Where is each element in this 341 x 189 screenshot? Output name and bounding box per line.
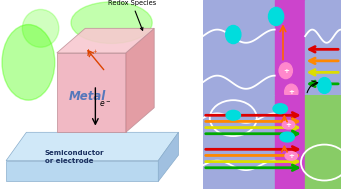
Polygon shape xyxy=(6,161,158,181)
Polygon shape xyxy=(57,53,126,132)
Bar xyxy=(275,94,305,189)
Text: Metal NP: Metal NP xyxy=(256,168,287,174)
Text: +: + xyxy=(288,153,294,159)
Text: Metal: Metal xyxy=(69,90,106,103)
Text: Redox Species: Redox Species xyxy=(108,0,156,30)
Circle shape xyxy=(285,84,298,100)
Circle shape xyxy=(279,63,292,79)
Bar xyxy=(305,94,341,189)
Polygon shape xyxy=(158,132,179,181)
Bar xyxy=(275,0,305,164)
Circle shape xyxy=(226,26,241,44)
Circle shape xyxy=(226,110,240,120)
Circle shape xyxy=(285,152,297,160)
Text: +: + xyxy=(285,122,292,128)
Ellipse shape xyxy=(22,9,59,47)
Text: $e^-$: $e^-$ xyxy=(100,99,112,109)
Polygon shape xyxy=(126,28,154,132)
Text: Semiconductor
or electrode: Semiconductor or electrode xyxy=(45,150,104,164)
Circle shape xyxy=(280,132,294,142)
Text: +: + xyxy=(283,68,289,74)
Circle shape xyxy=(282,121,295,129)
Circle shape xyxy=(268,7,284,26)
Text: +: + xyxy=(288,89,294,95)
Ellipse shape xyxy=(71,2,152,43)
Polygon shape xyxy=(57,28,154,53)
Bar xyxy=(305,0,341,164)
Ellipse shape xyxy=(2,25,55,100)
Circle shape xyxy=(318,78,331,93)
Bar xyxy=(203,0,275,164)
Polygon shape xyxy=(6,132,179,161)
Bar xyxy=(203,94,275,189)
Circle shape xyxy=(273,104,287,114)
Text: $h^+$: $h^+$ xyxy=(86,48,99,59)
